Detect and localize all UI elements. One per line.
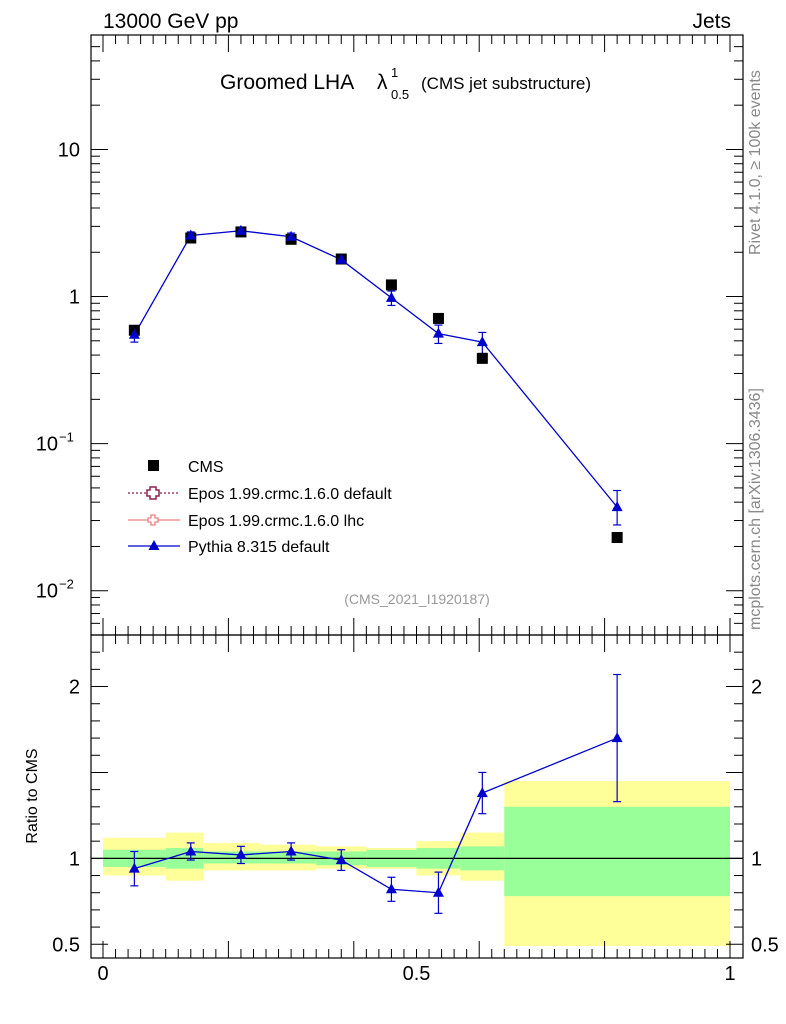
ratio-pythia-point <box>385 883 397 894</box>
pythia-point <box>335 253 347 264</box>
legend-item-epos-default: Epos 1.99.crmc.1.6.0 default <box>128 486 392 503</box>
plot-title: Groomed LHA λ 1 0.5 (CMS jet substructur… <box>220 65 591 102</box>
ratio-y-tick-label-left: 1 <box>69 848 80 870</box>
ratio-y-tick-label-left: 0.5 <box>52 934 80 956</box>
pythia-point <box>235 224 247 235</box>
ratio-pythia-point <box>476 787 488 798</box>
ratio-y-tick-label-left: 2 <box>69 677 80 699</box>
pythia-point <box>185 229 197 240</box>
main-panel-series <box>128 224 623 544</box>
band-inner-3 <box>259 851 317 864</box>
analysis-id-label: (CMS_2021_I1920187) <box>344 591 490 607</box>
ratio-pythia-point <box>335 854 347 865</box>
title-sup: 1 <box>391 65 398 80</box>
cms-point <box>611 532 623 544</box>
pythia-point <box>385 291 397 302</box>
mcplots-reference-label: mcplots.cern.ch [arXiv:1306.3436] <box>747 388 764 630</box>
axis-ticks <box>91 34 743 958</box>
ratio-y-tick-label-right: 1 <box>751 848 762 870</box>
main-y-tick-label: 1 <box>69 287 80 309</box>
main-y-tick-exponent: −2 <box>59 577 74 592</box>
cms-point <box>476 352 488 364</box>
pythia-point <box>285 230 297 241</box>
ratio-pythia-point <box>235 848 247 859</box>
main-y-tick-label: 10 <box>36 434 58 456</box>
ratio-pythia-point <box>185 845 197 856</box>
ratio-pythia-point <box>285 845 297 856</box>
header-category: Jets <box>692 10 731 33</box>
legend-label-pythia: Pythia 8.315 default <box>188 539 330 556</box>
header-energy: 13000 GeV pp <box>103 10 238 33</box>
legend-item-cms: CMS <box>148 459 224 476</box>
ratio-y-tick-label-right: 0.5 <box>751 934 779 956</box>
title-lambda: λ <box>377 71 388 94</box>
legend-marker-cms <box>148 460 159 471</box>
ratio-pythia-point <box>611 732 623 743</box>
pythia-point <box>128 328 140 339</box>
legend: CMS Epos 1.99.crmc.1.6.0 default Epos 1.… <box>128 459 392 556</box>
cms-point <box>385 279 397 291</box>
main-y-tick-label: 10 <box>58 139 80 161</box>
pythia-point <box>611 501 623 512</box>
pythia-point <box>476 336 488 347</box>
ratio-panel-series <box>128 673 623 914</box>
main-y-tick-label: 10 <box>36 581 58 603</box>
legend-marker-pythia <box>148 540 160 550</box>
x-tick-label: 0.5 <box>403 963 431 985</box>
ratio-pythia-point <box>128 862 140 873</box>
cms-point <box>432 312 444 324</box>
main-y-tick-exponent: −1 <box>59 430 74 445</box>
ratio-pythia-point <box>432 886 444 897</box>
legend-marker-epos-lhc <box>147 514 159 526</box>
ratio-y-axis-label: Ratio to CMS <box>24 748 41 843</box>
legend-item-pythia: Pythia 8.315 default <box>128 539 330 556</box>
pythia-point <box>432 327 444 338</box>
legend-label-cms: CMS <box>188 459 224 476</box>
legend-label-epos-default: Epos 1.99.crmc.1.6.0 default <box>188 486 392 503</box>
band-inner-8 <box>504 806 730 897</box>
legend-marker-epos-default <box>146 486 160 500</box>
legend-label-epos-lhc: Epos 1.99.crmc.1.6.0 lhc <box>188 513 364 530</box>
x-tick-label: 0 <box>97 963 108 985</box>
title-note: (CMS jet substructure) <box>421 74 591 93</box>
ratio-uncertainty-bands <box>103 781 730 946</box>
x-tick-label: 1 <box>724 963 735 985</box>
title-main: Groomed LHA <box>220 71 354 94</box>
legend-item-epos-lhc: Epos 1.99.crmc.1.6.0 lhc <box>128 513 364 530</box>
rivet-version-label: Rivet 4.1.0, ≥ 100k events <box>747 70 764 255</box>
ratio-y-tick-label-right: 2 <box>751 677 762 699</box>
title-sub: 0.5 <box>391 87 409 102</box>
